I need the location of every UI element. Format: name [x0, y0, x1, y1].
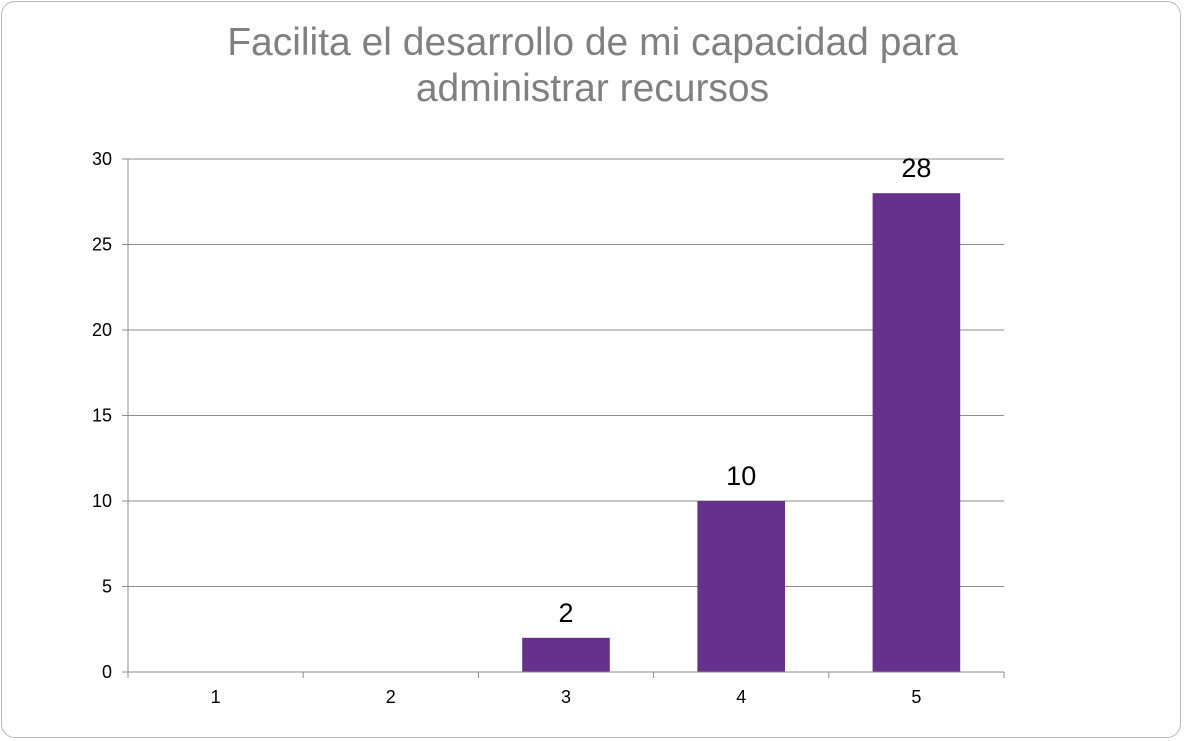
chart-title-line-1: Facilita el desarrollo de mi capacidad p… [227, 21, 958, 64]
x-tick-label: 5 [911, 687, 921, 707]
y-tick-label: 10 [92, 491, 112, 511]
bar-4 [697, 501, 785, 672]
bars [522, 193, 961, 672]
data-label-3: 2 [558, 598, 573, 628]
y-tick-labels: 0 5 10 15 20 25 30 [92, 149, 112, 682]
x-tick-label: 4 [736, 687, 746, 707]
y-tick-label: 15 [92, 406, 112, 426]
y-tick-label: 25 [92, 235, 112, 255]
x-tick-label: 1 [211, 687, 221, 707]
x-tick-label: 2 [386, 687, 396, 707]
bar-3 [522, 637, 610, 672]
axes [122, 158, 1005, 678]
gridlines [128, 158, 1004, 587]
y-tick-label: 5 [102, 577, 112, 597]
x-tick-label: 3 [561, 687, 571, 707]
data-label-5: 28 [901, 153, 931, 183]
x-tick-labels: 1 2 3 4 5 [211, 687, 922, 707]
y-tick-label: 30 [92, 149, 112, 169]
chart-title: Facilita el desarrollo de mi capacidad p… [0, 20, 1185, 112]
bar-5 [872, 193, 961, 672]
y-tick-label: 20 [92, 320, 112, 340]
data-labels: 2 10 28 [558, 153, 931, 628]
chart-title-line-2: administrar recursos [415, 67, 770, 110]
y-tick-label: 0 [102, 662, 112, 682]
data-label-4: 10 [726, 461, 756, 491]
